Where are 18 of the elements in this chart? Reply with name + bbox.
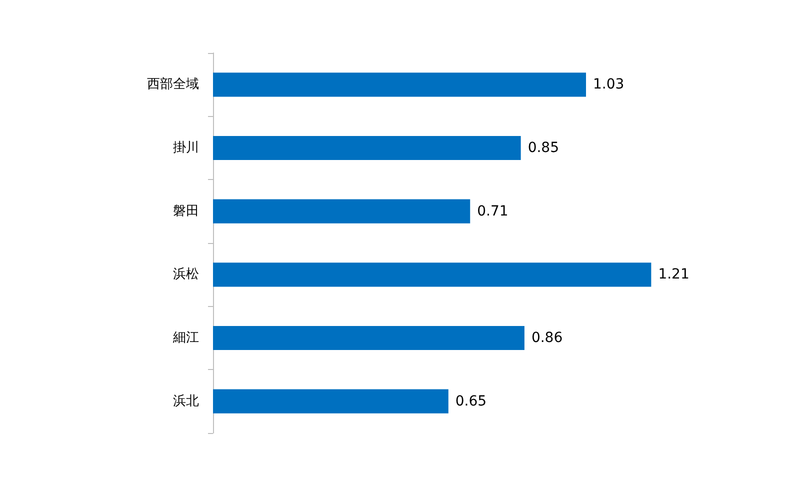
data-label: 0.85 — [528, 140, 559, 156]
y-tick-label: 細江 — [172, 330, 199, 346]
data-label: 0.65 — [455, 393, 487, 410]
data-label: 1.03 — [593, 76, 624, 93]
y-tick-label: 浜松 — [173, 267, 199, 282]
y-tick-label: 浜北 — [173, 394, 199, 409]
data-label: 0.71 — [477, 203, 508, 220]
y-tick-label: 掛川 — [173, 140, 199, 156]
bar — [213, 72, 586, 97]
bar — [213, 136, 521, 160]
bar — [213, 262, 652, 287]
y-tick-label: 西部全域 — [147, 77, 199, 92]
bar — [213, 326, 524, 350]
data-label: 1.21 — [658, 266, 690, 283]
bar — [213, 389, 448, 414]
y-tick-label: 磐田 — [173, 204, 199, 219]
data-label: 0.86 — [531, 330, 563, 346]
bar — [213, 199, 470, 224]
